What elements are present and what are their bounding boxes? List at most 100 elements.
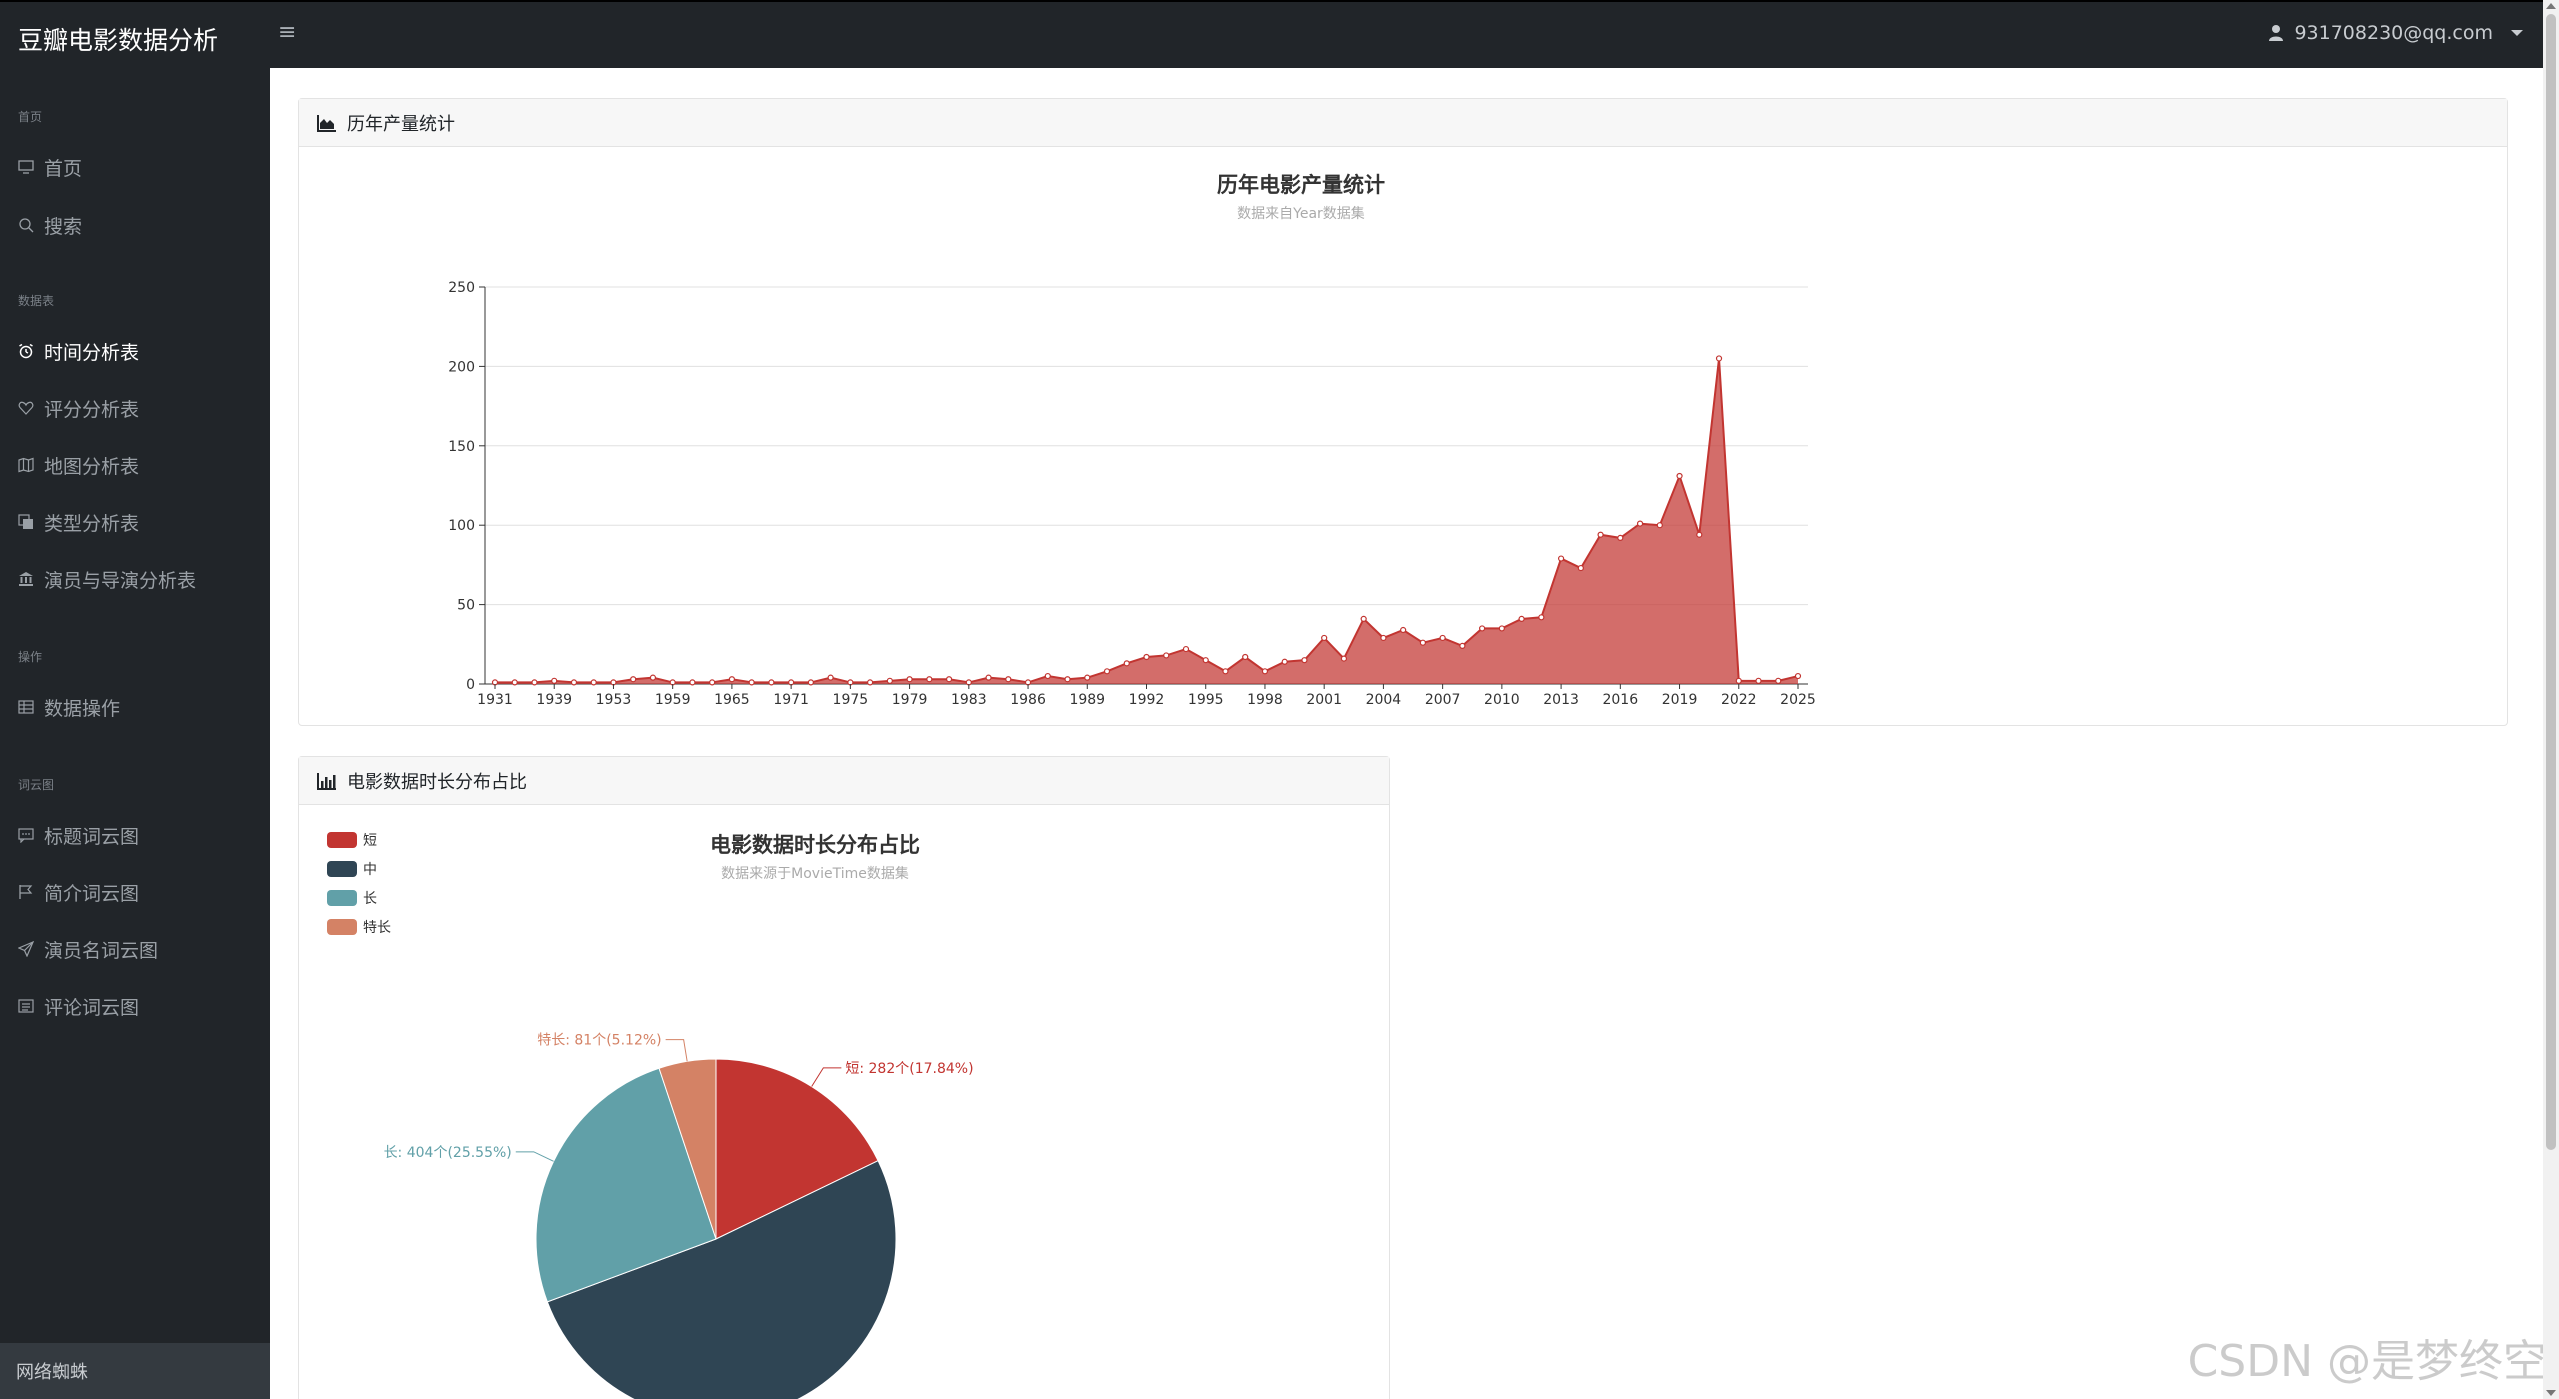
- legend-swatch: [327, 919, 357, 935]
- chart-title: 电影数据时长分布占比: [710, 833, 920, 857]
- x-tick-label: 1986: [1010, 692, 1046, 708]
- data-point: [1656, 522, 1663, 529]
- sidebar-item-label: 标题词云图: [44, 825, 140, 848]
- data-point: [649, 674, 657, 681]
- scrollbar-thumb[interactable]: [2546, 14, 2556, 1150]
- sidebar-item-label: 演员与导演分析表: [44, 569, 197, 592]
- sidebar-footer: 网络蜘蛛: [0, 1343, 270, 1399]
- x-tick-label: 1998: [1247, 692, 1283, 708]
- legend-swatch: [327, 890, 357, 906]
- sidebar-item-label: 简介词云图: [44, 882, 140, 905]
- data-point: [1163, 652, 1170, 659]
- sidebar-item-genre-analysis[interactable]: 类型分析表: [18, 507, 139, 537]
- data-point: [590, 679, 597, 686]
- data-point: [1617, 534, 1624, 542]
- y-tick-label: 0: [466, 677, 475, 693]
- sidebar-item-map-analysis[interactable]: 地图分析表: [18, 450, 139, 480]
- x-tick-label: 1965: [714, 692, 750, 708]
- pie-slice: [546, 1160, 897, 1399]
- list-icon: [18, 998, 34, 1014]
- legend-label: 长: [363, 891, 377, 907]
- data-point: [551, 677, 558, 684]
- data-point: [827, 674, 834, 681]
- data-point: [1242, 653, 1249, 661]
- legend-label: 特长: [363, 920, 391, 936]
- sidebar: 首页 首页 搜索 数据表 时间分析表 评分分析表 地图分析表 类型分析表 演员与…: [0, 68, 270, 1399]
- x-tick-label: 2022: [1721, 692, 1757, 708]
- top-navbar: 豆瓣电影数据分析 ≡ 931708230@qq.com: [0, 0, 2543, 68]
- slice-label: 特长: 81个(5.12%): [537, 1033, 661, 1049]
- data-point: [1182, 645, 1190, 653]
- sidebar-item-comment-wordcloud[interactable]: 评论词云图: [18, 991, 139, 1021]
- data-point: [1696, 531, 1703, 538]
- x-tick-label: 2025: [1780, 692, 1816, 708]
- slice-label-line: [515, 1151, 554, 1162]
- user-email: 931708230@qq.com: [2294, 22, 2493, 44]
- sidebar-item-synopsis-wordcloud[interactable]: 简介词云图: [18, 877, 139, 907]
- bar-chart-icon: [317, 772, 337, 790]
- data-point: [867, 679, 874, 686]
- data-point: [1143, 653, 1150, 661]
- data-point: [1084, 674, 1091, 681]
- page-scrollbar[interactable]: [2543, 0, 2559, 1399]
- x-tick-label: 1995: [1188, 692, 1224, 708]
- data-point: [748, 679, 755, 686]
- y-tick-label: 100: [448, 518, 475, 534]
- sidebar-item-label: 评分分析表: [44, 398, 140, 421]
- sidebar-item-title-wordcloud[interactable]: 标题词云图: [18, 820, 139, 850]
- data-point: [886, 677, 893, 684]
- chat-icon: [18, 827, 34, 843]
- data-point: [1044, 672, 1051, 680]
- chart-subtitle: 数据来自Year数据集: [1237, 206, 1365, 222]
- x-tick-label: 2010: [1484, 692, 1520, 708]
- scroll-up-arrow[interactable]: [2546, 3, 2556, 9]
- sidebar-item-data-operations[interactable]: 数据操作: [18, 692, 120, 722]
- data-point: [1577, 564, 1584, 572]
- data-point: [1301, 657, 1308, 664]
- menu-icon[interactable]: ≡: [278, 20, 297, 45]
- sidebar-item-home[interactable]: 首页: [18, 152, 82, 182]
- chart-title: 历年电影产量统计: [1217, 173, 1385, 197]
- duration-distribution-card-header: 电影数据时长分布占比: [299, 757, 1389, 805]
- area-chart-icon: [317, 114, 337, 132]
- monitor-icon: [18, 159, 34, 175]
- data-point: [1676, 472, 1683, 480]
- data-point: [1479, 625, 1486, 632]
- data-point: [1419, 639, 1426, 646]
- year-production-chart[interactable]: 0 50 100 150 200 250 1931 1939 1953 1959 1965 1971 1…: [299, 147, 2507, 725]
- send-icon: [18, 941, 34, 957]
- sidebar-item-label: 评论词云图: [44, 996, 140, 1019]
- sidebar-item-label: 搜索: [44, 215, 83, 238]
- user-menu[interactable]: 931708230@qq.com: [2268, 22, 2523, 44]
- app-title[interactable]: 豆瓣电影数据分析: [18, 26, 219, 55]
- legend-label: 短: [363, 833, 377, 849]
- sidebar-item-cast-director-analysis[interactable]: 演员与导演分析表: [18, 564, 196, 594]
- data-point: [728, 676, 736, 683]
- sidebar-item-rating-analysis[interactable]: 评分分析表: [18, 393, 139, 423]
- data-point: [1439, 634, 1446, 642]
- data-point: [985, 674, 992, 681]
- y-tick-label: 150: [448, 439, 475, 455]
- data-point: [1005, 676, 1012, 683]
- data-point: [570, 679, 578, 686]
- data-point: [926, 676, 933, 683]
- area-fill: [495, 358, 1798, 684]
- sidebar-section-home: 首页: [18, 110, 43, 124]
- legend-swatch: [327, 861, 357, 877]
- legend-label: 中: [363, 862, 377, 878]
- data-point: [1360, 615, 1367, 622]
- data-point: [1222, 668, 1229, 675]
- scroll-down-arrow[interactable]: [2546, 1390, 2556, 1396]
- sidebar-item-actor-wordcloud[interactable]: 演员名词云图: [18, 934, 158, 964]
- sidebar-item-search[interactable]: 搜索: [18, 210, 82, 240]
- data-point: [1459, 642, 1466, 649]
- data-point: [709, 679, 716, 686]
- x-tick-label: 2004: [1366, 692, 1402, 708]
- heart-icon: [18, 400, 34, 416]
- data-point: [1538, 614, 1545, 621]
- data-point: [906, 676, 913, 683]
- x-tick-label: 1992: [1129, 692, 1165, 708]
- sidebar-item-time-analysis[interactable]: 时间分析表: [18, 336, 139, 366]
- data-point: [1775, 677, 1782, 684]
